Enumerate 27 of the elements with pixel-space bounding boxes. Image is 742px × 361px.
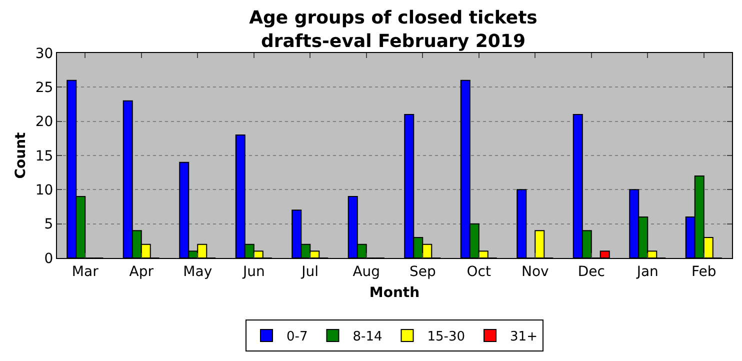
x-tick-label: Nov [521,264,549,280]
x-tick-label: Jan [636,264,658,280]
y-tick-label: 30 [35,46,54,62]
y-tick-label: 20 [35,114,54,130]
x-tick-label: Aug [352,264,380,280]
legend-label: 15-30 [427,330,466,345]
x-tick-label: Sep [409,264,436,280]
x-tick-label: Oct [466,264,492,280]
y-axis-title: Count [12,132,29,179]
chart-subtitle: drafts-eval February 2019 [260,30,526,52]
y-tick-label: 10 [35,182,54,199]
y-tick-label: 15 [35,148,54,164]
x-tick-label: Feb [691,264,716,280]
legend-label: 0-7 [286,330,308,345]
x-tick-label: Dec [578,264,605,280]
y-tick-label: 5 [44,216,54,233]
x-tick-label: May [183,264,212,280]
x-tick-label: Mar [72,264,99,280]
legend-label: 31+ [510,330,538,345]
chart-title: Age groups of closed tickets [249,7,538,28]
x-tick-label: Jun [242,264,265,280]
x-tick-label: Apr [129,264,154,280]
legend-label: 8-14 [352,330,382,345]
x-tick-label: Jul [300,264,319,280]
y-tick-label: 25 [35,80,54,96]
x-axis-title: Month [369,285,420,302]
y-tick-label: 0 [44,250,54,267]
